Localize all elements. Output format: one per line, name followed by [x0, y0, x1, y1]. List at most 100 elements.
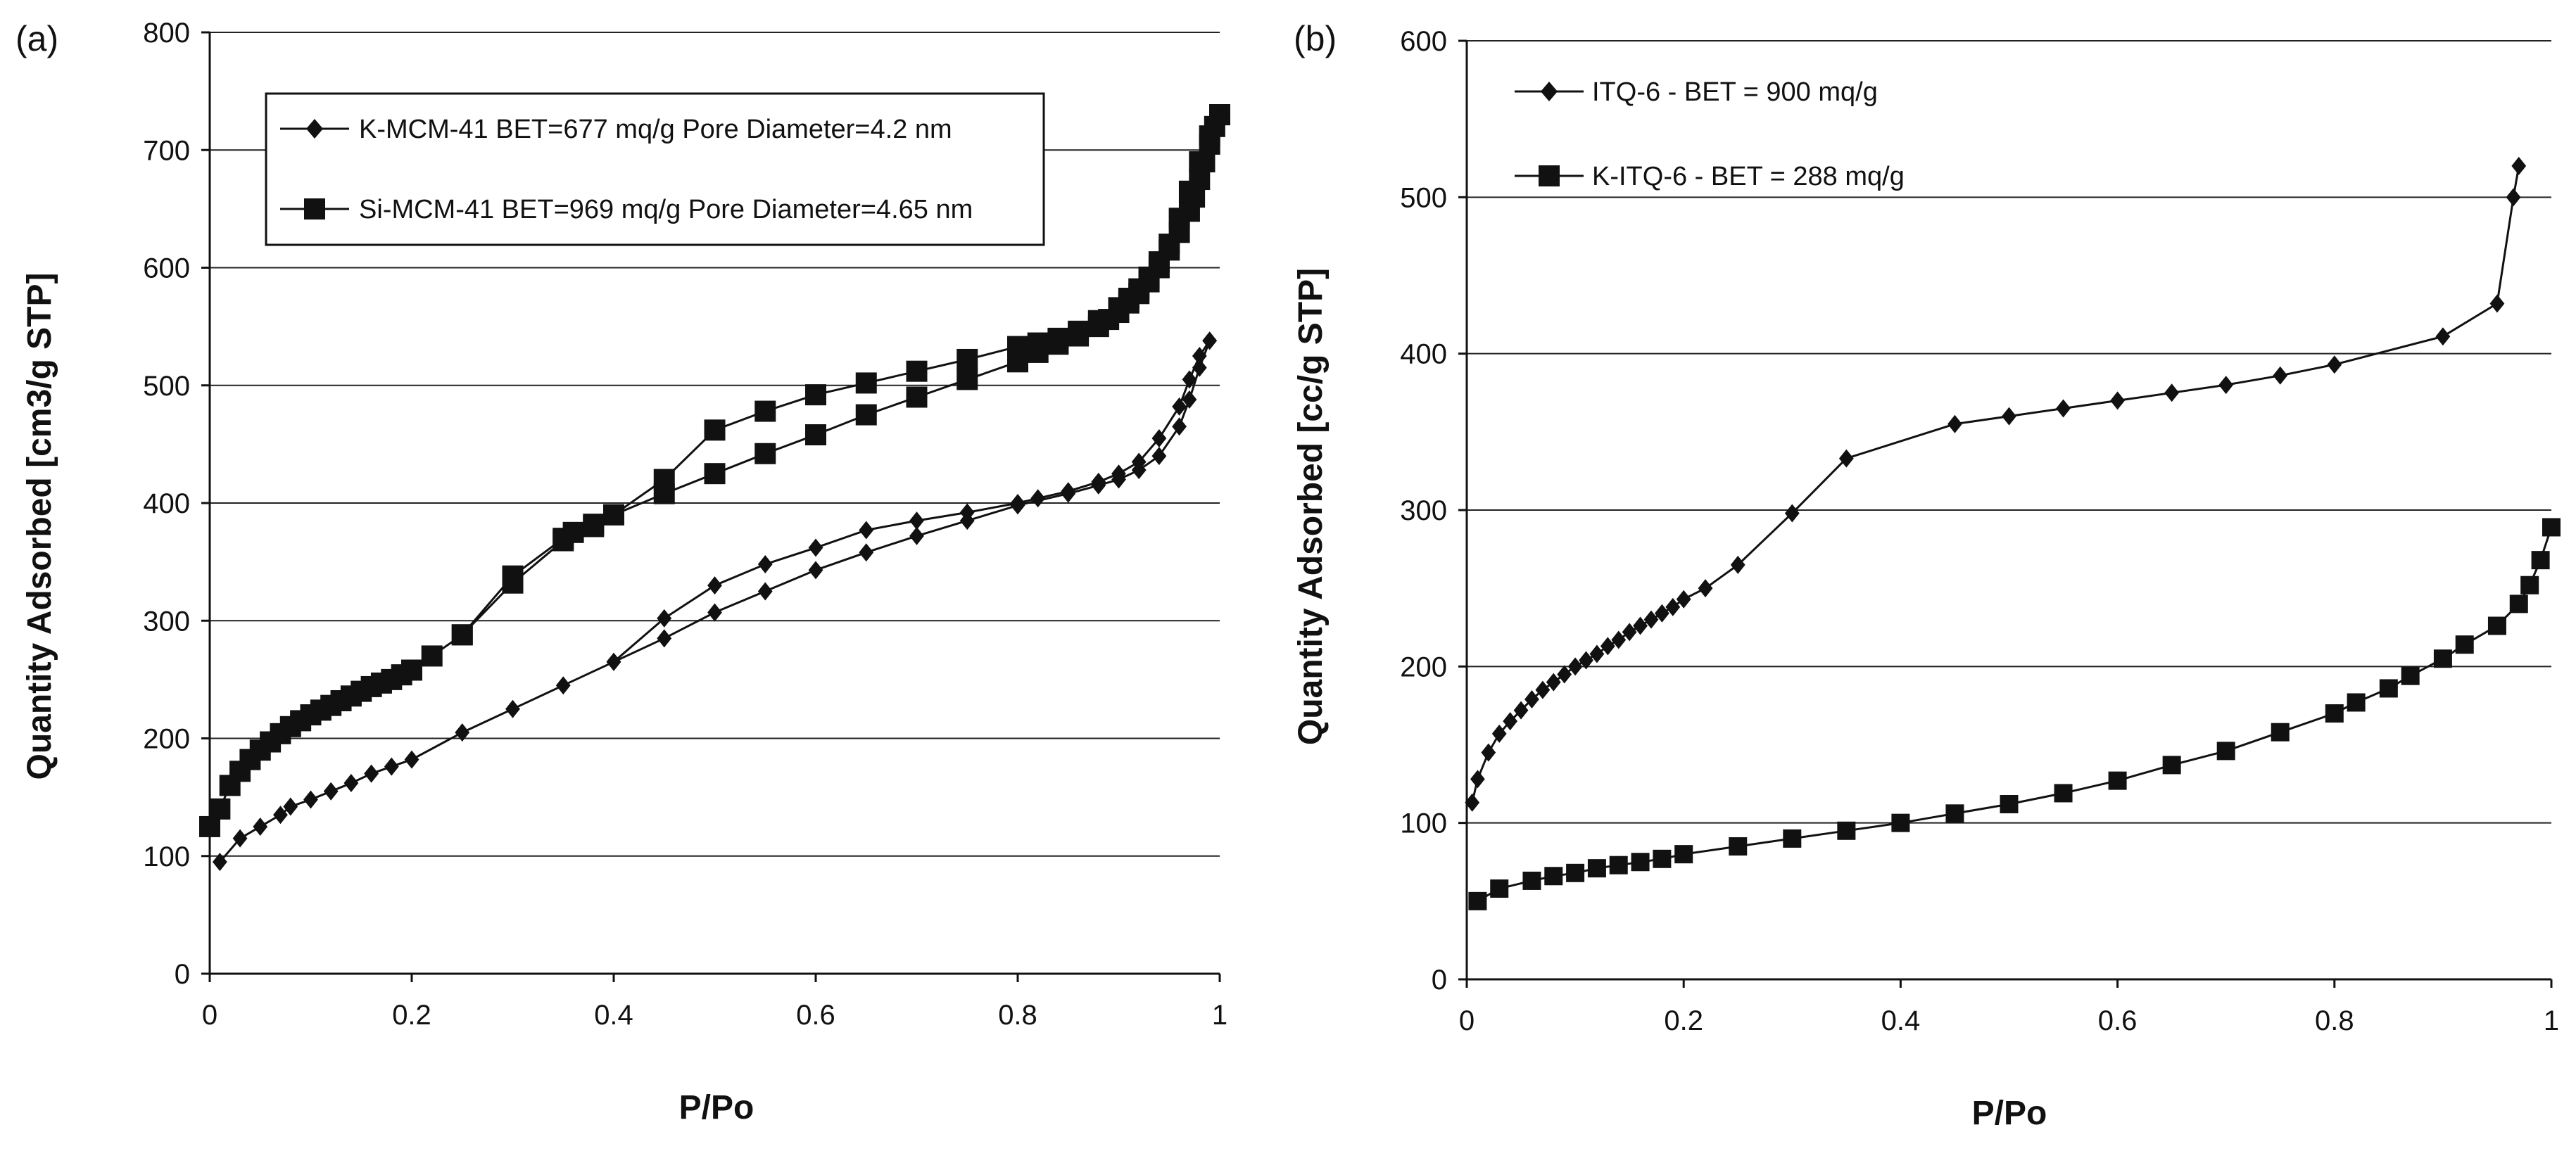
data-point-diamond	[2435, 327, 2451, 346]
data-point-square	[855, 372, 877, 394]
data-point-diamond	[1481, 743, 1496, 762]
data-point-square	[451, 624, 473, 646]
data-point-diamond	[1567, 657, 1583, 676]
data-point-square	[603, 504, 624, 526]
data-point-diamond	[1947, 414, 1962, 433]
data-point-square	[1027, 332, 1049, 354]
x-tick-label: 0.2	[392, 1000, 431, 1031]
data-point-diamond	[1784, 504, 1800, 523]
data-point-square	[956, 369, 978, 390]
data-point-square	[2520, 576, 2539, 594]
axes-b	[1458, 39, 2553, 988]
data-point-diamond	[1202, 331, 1218, 350]
data-point-square	[2054, 784, 2073, 803]
data-point-diamond	[2489, 294, 2505, 313]
y-tick-labels-a: 0 100 200 300 400 500 600 700 800	[143, 18, 190, 990]
data-point-diamond	[1470, 770, 1485, 789]
data-point-diamond	[2110, 391, 2125, 410]
legend-a: K-MCM-41 BET=677 mq/g Pore Diameter=4.2 …	[265, 92, 1045, 246]
y-tick-label: 300	[143, 606, 190, 637]
y-tick-label: 0	[175, 959, 190, 990]
data-point-square	[1891, 813, 1910, 832]
data-point-square	[2531, 551, 2550, 570]
data-point-square	[704, 419, 726, 441]
legend-marker-square-a	[304, 198, 325, 220]
data-point-square	[2379, 679, 2398, 698]
y-axis-title-a: Quantity Adsorbed [cm3/g STP]	[21, 273, 58, 780]
data-point-diamond	[1535, 680, 1551, 699]
data-point-diamond	[555, 676, 571, 695]
data-point-diamond	[1589, 644, 1605, 663]
data-point-square	[553, 528, 574, 549]
data-point-diamond	[959, 503, 975, 522]
x-tick-label: 0.8	[2315, 1005, 2354, 1036]
data-point-square	[956, 348, 978, 370]
data-point-diamond	[657, 629, 672, 648]
panel-a-chart: (a) Quantity Adsorbed [cm3/g STP] P/Po 0…	[15, 18, 1230, 1126]
data-point-diamond	[1030, 489, 1046, 508]
data-point-diamond	[1091, 472, 1106, 491]
data-point-diamond	[1465, 793, 1480, 812]
x-tick-labels-b: 0 0.2 0.4 0.6 0.8 1	[1459, 1005, 2559, 1036]
series-line-diamond-adsorption	[219, 340, 1211, 863]
data-point-diamond	[1172, 417, 1187, 436]
data-point-diamond	[1491, 724, 1507, 743]
data-point-square	[2487, 616, 2506, 635]
data-point-diamond	[707, 603, 722, 622]
data-point-diamond	[1611, 630, 1627, 649]
data-point-square	[1178, 180, 1200, 202]
data-point-square	[1544, 867, 1563, 886]
data-point-square	[755, 400, 776, 422]
legend-marker-diamond-a	[306, 119, 323, 139]
data-point-square	[401, 659, 422, 681]
data-point-diamond	[404, 750, 419, 769]
data-point-square	[2401, 666, 2420, 685]
data-point-square	[2271, 723, 2290, 742]
data-point-diamond	[606, 652, 621, 671]
x-tick-label: 0.2	[1664, 1005, 1703, 1036]
data-point-square	[2433, 649, 2452, 668]
data-point-diamond	[1503, 712, 1518, 731]
data-point-square	[1189, 151, 1211, 172]
data-point-diamond	[323, 782, 339, 801]
data-point-diamond	[909, 511, 924, 530]
y-tick-label: 500	[143, 371, 190, 402]
data-point-diamond	[364, 764, 379, 783]
x-tick-labels-a: 0 0.2 0.4 0.6 0.8 1	[202, 1000, 1227, 1031]
data-point-diamond	[1622, 623, 1637, 642]
panel-b-chart: (b) Quantity Adsorbed [cc/g STP] P/Po 0 1…	[1292, 19, 2561, 1132]
data-point-diamond	[2506, 188, 2521, 207]
data-point-diamond	[808, 538, 823, 557]
y-axis-title-b: Quantity Adsorbed [cc/g STP]	[1292, 268, 1330, 745]
legend-box-a	[265, 92, 1045, 246]
data-point-square	[421, 645, 443, 667]
data-point-diamond	[1192, 358, 1207, 377]
x-tick-label: 0.6	[2098, 1005, 2138, 1036]
legend-entry-k-itq-6: K-ITQ-6 - BET = 288 mq/g	[1592, 162, 1905, 191]
y-tick-label: 500	[1400, 182, 1447, 213]
data-point-square	[1490, 879, 1509, 898]
data-point-diamond	[2164, 383, 2180, 402]
legend-b: ITQ-6 - BET = 900 mq/g K-ITQ-6 - BET = 2…	[1515, 77, 1905, 191]
data-point-diamond	[1838, 449, 1854, 468]
y-tick-label: 100	[143, 841, 190, 872]
gridlines-b	[1467, 40, 2551, 824]
data-point-diamond	[757, 582, 773, 601]
data-point-square	[2325, 704, 2344, 723]
legend-marker-square-b	[1539, 165, 1560, 186]
data-point-diamond	[1730, 555, 1745, 574]
panel-label-a: (a)	[15, 19, 58, 58]
x-tick-label: 0	[202, 1000, 217, 1031]
data-point-diamond	[1111, 464, 1126, 483]
data-point-square	[199, 815, 220, 837]
data-point-square	[209, 798, 231, 820]
data-point-diamond	[1182, 390, 1197, 409]
data-point-square	[1783, 829, 1802, 848]
data-point-diamond	[2327, 355, 2342, 374]
data-point-diamond	[1600, 637, 1615, 656]
data-point-square	[1587, 859, 1606, 878]
data-point-square	[1108, 297, 1130, 319]
data-point-diamond	[1061, 482, 1076, 501]
data-point-diamond	[859, 521, 874, 540]
data-point-square	[906, 386, 928, 408]
